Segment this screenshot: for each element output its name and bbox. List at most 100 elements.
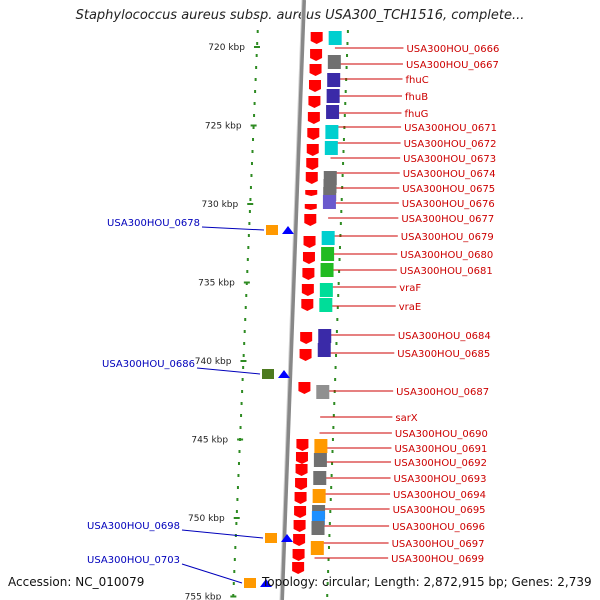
gene-arrow[interactable] — [307, 112, 320, 124]
gene-label[interactable]: USA300HOU_0695 — [393, 505, 486, 516]
reverse-gene-arrow[interactable] — [281, 534, 293, 542]
inner-dotted-track — [334, 378, 337, 381]
gene-label[interactable]: USA300HOU_0693 — [394, 474, 487, 485]
feature-block[interactable] — [314, 439, 328, 453]
reverse-gene-arrow[interactable] — [260, 579, 272, 587]
reverse-gene-arrow[interactable] — [282, 226, 294, 234]
gene-label[interactable]: USA300HOU_0687 — [396, 387, 489, 398]
gene-label[interactable]: USA300HOU_0699 — [391, 554, 484, 565]
gene-arrow[interactable] — [295, 478, 308, 490]
gene-label[interactable]: USA300HOU_0674 — [403, 169, 496, 180]
gene-arrow[interactable] — [305, 172, 318, 184]
gene-label[interactable]: USA300HOU_0673 — [403, 154, 496, 165]
gene-label[interactable]: fhuB — [405, 92, 428, 103]
feature-block[interactable] — [320, 263, 334, 277]
gene-arrow[interactable] — [296, 439, 309, 451]
feature-block[interactable] — [327, 55, 341, 69]
gene-label[interactable]: USA300HOU_0677 — [401, 214, 494, 225]
gene-arrow[interactable] — [299, 349, 312, 361]
gene-arrow[interactable] — [305, 190, 318, 196]
gene-arrow[interactable] — [298, 382, 311, 394]
gene-arrow[interactable] — [293, 520, 306, 532]
gene-arrow[interactable] — [304, 214, 317, 226]
gene-label[interactable]: USA300HOU_0681 — [400, 266, 493, 277]
feature-block[interactable] — [324, 141, 338, 155]
gene-arrow[interactable] — [301, 299, 314, 311]
gene-arrow[interactable] — [301, 284, 314, 296]
feature-block[interactable] — [310, 541, 324, 555]
feature-block[interactable] — [313, 471, 327, 485]
feature-block[interactable] — [319, 283, 333, 297]
gene-label[interactable]: USA300HOU_0694 — [393, 490, 486, 501]
feature-block[interactable] — [326, 105, 340, 119]
gene-arrow[interactable] — [306, 144, 319, 156]
gene-arrow[interactable] — [304, 204, 317, 210]
gene-arrow[interactable] — [300, 332, 313, 344]
gene-label[interactable]: sarX — [395, 413, 417, 424]
gene-label-left[interactable]: USA300HOU_0703 — [87, 555, 180, 566]
inner-dotted-track — [327, 558, 330, 561]
gene-label[interactable]: fhuG — [404, 109, 428, 120]
gene-label[interactable]: USA300HOU_0671 — [404, 123, 497, 134]
gene-arrow[interactable] — [308, 96, 321, 108]
gene-label[interactable]: USA300HOU_0690 — [395, 429, 488, 440]
feature-block[interactable] — [313, 453, 327, 467]
feature-block[interactable] — [326, 89, 340, 103]
gene-arrow[interactable] — [307, 128, 320, 140]
gene-arrow[interactable] — [306, 158, 319, 170]
gene-label-left[interactable]: USA300HOU_0686 — [102, 359, 195, 370]
gene-label[interactable]: USA300HOU_0685 — [397, 349, 490, 360]
feature-block[interactable] — [319, 298, 333, 312]
reverse-gene-arrow[interactable] — [278, 370, 290, 378]
feature-block[interactable] — [327, 73, 341, 87]
gene-label[interactable]: vraE — [399, 302, 421, 313]
feature-block[interactable] — [311, 521, 325, 535]
gene-label[interactable]: USA300HOU_0666 — [406, 44, 499, 55]
gene-label[interactable]: USA300HOU_0697 — [392, 539, 485, 550]
gene-arrow[interactable] — [303, 236, 316, 248]
gene-arrow[interactable] — [294, 506, 307, 518]
feature-block[interactable] — [325, 125, 339, 139]
gene-arrow[interactable] — [292, 562, 305, 574]
gene-arrow[interactable] — [302, 252, 315, 264]
gene-label[interactable]: USA300HOU_0692 — [394, 458, 487, 469]
feature-block[interactable] — [265, 533, 277, 543]
gene-label[interactable]: USA300HOU_0679 — [401, 232, 494, 243]
feature-block[interactable] — [322, 195, 336, 209]
gene-arrow[interactable] — [295, 452, 308, 464]
feature-block[interactable] — [244, 578, 256, 588]
gene-arrow[interactable] — [302, 268, 315, 280]
feature-block[interactable] — [317, 343, 331, 357]
gene-label[interactable]: USA300HOU_0680 — [400, 250, 493, 261]
feature-block[interactable] — [262, 369, 274, 379]
gene-label[interactable]: USA300HOU_0675 — [402, 184, 495, 195]
gene-arrow[interactable] — [308, 80, 321, 92]
gene-arrow[interactable] — [293, 534, 306, 546]
outer-dotted-track — [245, 294, 248, 297]
gene-label[interactable]: USA300HOU_0691 — [394, 444, 487, 455]
gene-label[interactable]: vraF — [399, 283, 421, 294]
feature-block[interactable] — [318, 329, 332, 343]
gene-arrow[interactable] — [310, 32, 323, 44]
gene-arrow[interactable] — [292, 549, 305, 561]
gene-label-left[interactable]: USA300HOU_0678 — [107, 218, 200, 229]
feature-block[interactable] — [321, 231, 335, 245]
feature-block[interactable] — [328, 31, 342, 45]
gene-label[interactable]: fhuC — [406, 75, 429, 86]
feature-block[interactable] — [316, 385, 330, 399]
gene-label[interactable]: USA300HOU_0672 — [404, 139, 497, 150]
gene-label[interactable]: USA300HOU_0696 — [392, 522, 485, 533]
gene-label[interactable]: USA300HOU_0684 — [398, 331, 491, 342]
gene-label-left[interactable]: USA300HOU_0698 — [87, 521, 180, 532]
feature-block[interactable] — [312, 489, 326, 503]
feature-block[interactable] — [266, 225, 278, 235]
outer-dotted-track — [235, 510, 238, 513]
gene-arrow[interactable] — [294, 492, 307, 504]
gene-label[interactable]: USA300HOU_0676 — [402, 199, 495, 210]
gene-label[interactable]: USA300HOU_0667 — [406, 60, 499, 71]
feature-block[interactable] — [321, 247, 335, 261]
gene-arrow[interactable] — [295, 464, 308, 476]
gene-arrow[interactable] — [310, 49, 323, 61]
gene-arrow[interactable] — [309, 64, 322, 76]
